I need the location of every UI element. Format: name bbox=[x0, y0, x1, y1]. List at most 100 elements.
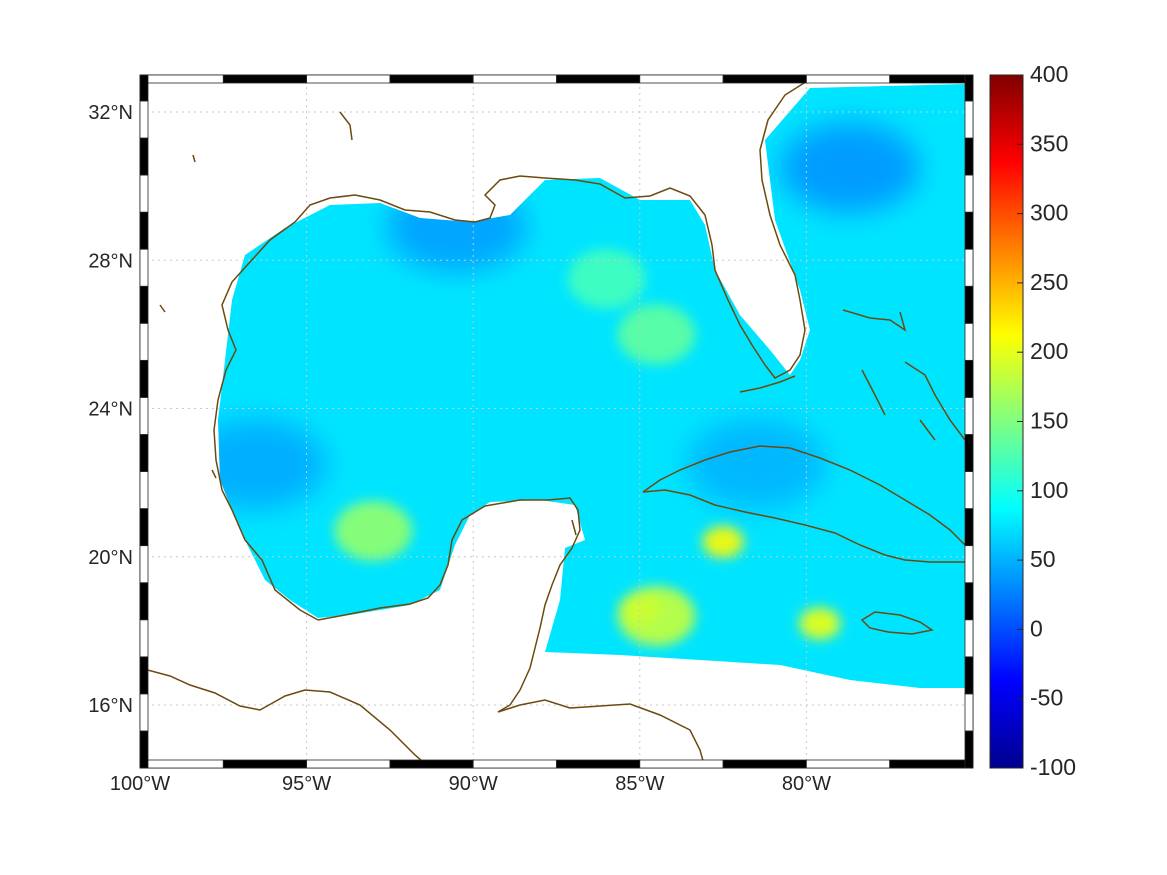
frame-segment-left bbox=[139, 100, 149, 139]
frame-segment-left bbox=[139, 322, 149, 361]
frame-segment-top bbox=[222, 74, 308, 84]
frame-segment-left bbox=[139, 285, 149, 324]
frame-segment-left bbox=[139, 508, 149, 547]
coastlines bbox=[140, 77, 966, 768]
colorbar-tick-label: -50 bbox=[1030, 685, 1063, 711]
coastline-honduras bbox=[497, 699, 706, 768]
frame-segment-bottom bbox=[556, 759, 641, 769]
frame-segment-left bbox=[139, 248, 149, 287]
field-low-3 bbox=[686, 419, 827, 510]
colorbar-tick-label: 100 bbox=[1030, 477, 1068, 503]
frame-segment-top bbox=[306, 74, 391, 84]
coastline-islands bbox=[159, 111, 577, 536]
field-hotspot-5 bbox=[567, 248, 646, 309]
lon-tick-label: 95°W bbox=[282, 773, 331, 795]
lon-tick-label: 90°W bbox=[449, 773, 498, 795]
frame-segment-bottom bbox=[722, 759, 807, 769]
frame-segment-left bbox=[139, 545, 149, 584]
frame-segment-top bbox=[806, 74, 891, 84]
frame-segment-left bbox=[139, 656, 149, 695]
frame-segment-left bbox=[139, 174, 149, 213]
frame-segment-right bbox=[964, 619, 974, 658]
frame-segment-bottom bbox=[889, 759, 974, 769]
coastline-gulf bbox=[213, 77, 813, 621]
lon-tick-label: 100°W bbox=[110, 773, 170, 795]
frame-segment-left bbox=[139, 619, 149, 658]
frame-segment-right bbox=[964, 545, 974, 584]
colorbar-tick-label: 50 bbox=[1030, 546, 1056, 572]
colorbar-tick-label: 0 bbox=[1030, 615, 1043, 641]
frame-segment-right bbox=[964, 656, 974, 695]
frame-segment-right bbox=[964, 730, 974, 769]
frame-segment-right bbox=[964, 471, 974, 509]
colorbar-tick-label: -100 bbox=[1030, 754, 1076, 780]
coastline-bahamas bbox=[842, 309, 966, 441]
frame-segment-right bbox=[964, 397, 974, 435]
frame-segment-left bbox=[139, 74, 149, 102]
frame-segment-right bbox=[964, 211, 974, 250]
frame-segment-left bbox=[139, 582, 149, 621]
frame-segment-bottom bbox=[222, 759, 308, 769]
frame-segment-bottom bbox=[389, 759, 474, 769]
frame-segment-top bbox=[472, 74, 557, 84]
frame-segment-right bbox=[964, 174, 974, 213]
frame-segment-left bbox=[139, 359, 149, 398]
frame-segment-left bbox=[139, 434, 149, 472]
frame-segment-left bbox=[139, 471, 149, 509]
lon-tick-label: 80°W bbox=[782, 773, 831, 795]
coastline-cuba bbox=[642, 445, 966, 563]
frame-segment-right bbox=[964, 285, 974, 324]
frame-segment-right bbox=[964, 693, 974, 732]
coastline-central-america bbox=[140, 667, 431, 768]
frame-segment-top bbox=[889, 74, 974, 84]
frame-segment-bottom bbox=[472, 759, 557, 769]
frame-segment-right bbox=[964, 74, 974, 102]
map-frame bbox=[139, 74, 974, 769]
frame-segment-left bbox=[139, 137, 149, 176]
colorbar-tick-label: 400 bbox=[1030, 61, 1068, 87]
lat-tick-label: 32°N bbox=[88, 102, 133, 124]
field-hotspot-3 bbox=[617, 586, 696, 647]
frame-segment-bottom bbox=[306, 759, 391, 769]
coastline-yucatan bbox=[317, 497, 581, 713]
colorbar-tick-labels: 400 350 300 250 200 150 100 50 0 -50 -100 bbox=[1017, 61, 1076, 780]
colorbar-tick-label: 300 bbox=[1030, 200, 1068, 226]
lat-tick-labels: 32°N 28°N 24°N 20°N 16°N bbox=[88, 102, 133, 717]
frame-segment-left bbox=[139, 693, 149, 732]
lat-tick-label: 16°N bbox=[88, 695, 133, 717]
colorbar-tick-label: 200 bbox=[1030, 338, 1068, 364]
field-hotspot-2 bbox=[798, 607, 841, 640]
colorbar-tick-label: 150 bbox=[1030, 408, 1068, 434]
frame-segment-top bbox=[389, 74, 474, 84]
frame-segment-top bbox=[556, 74, 641, 84]
frame-segment-right bbox=[964, 137, 974, 176]
frame-segment-right bbox=[964, 508, 974, 547]
frame-segment-right bbox=[964, 434, 974, 472]
lat-tick-label: 24°N bbox=[88, 399, 133, 421]
frame-segment-left bbox=[139, 211, 149, 250]
frame-segment-bottom bbox=[139, 759, 224, 769]
field-hotspot-6 bbox=[617, 304, 696, 365]
field-hotspot-4 bbox=[334, 500, 413, 561]
frame-segment-right bbox=[964, 248, 974, 287]
lon-tick-labels: 100°W 95°W 90°W 85°W 80°W bbox=[110, 773, 831, 795]
frame-segment-left bbox=[139, 730, 149, 769]
frame-segment-bottom bbox=[806, 759, 891, 769]
colorbar-tick-label: 250 bbox=[1030, 269, 1068, 295]
coastline-jamaica bbox=[860, 611, 934, 635]
frame-segment-right bbox=[964, 100, 974, 139]
frame-segment-left bbox=[139, 397, 149, 435]
gridlines bbox=[140, 75, 973, 768]
frame-segment-right bbox=[964, 582, 974, 621]
frame-segment-bottom bbox=[639, 759, 724, 769]
lat-tick-label: 28°N bbox=[88, 250, 133, 272]
frame-segment-right bbox=[964, 359, 974, 398]
field-hotspot-1 bbox=[702, 525, 744, 558]
lat-tick-label: 20°N bbox=[88, 547, 133, 569]
frame-segment-right bbox=[964, 322, 974, 361]
frame-segment-top bbox=[722, 74, 807, 84]
coastline-keys bbox=[739, 375, 796, 393]
field-low-2 bbox=[779, 122, 920, 213]
colorbar-tick-label: 350 bbox=[1030, 130, 1068, 156]
